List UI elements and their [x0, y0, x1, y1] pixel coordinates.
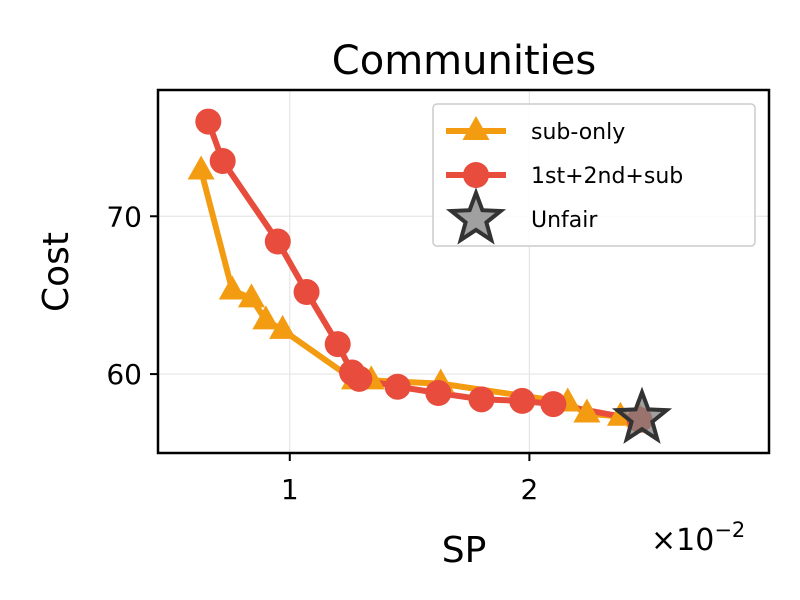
y-tick-label: 70 — [106, 200, 142, 233]
data-point-1-9 — [468, 386, 495, 413]
data-point-0-3 — [252, 305, 280, 330]
legend-label-0: sub-only — [531, 120, 625, 145]
data-point-2-0 — [611, 386, 673, 444]
data-point-0-2 — [237, 283, 265, 308]
data-point-0-1 — [218, 275, 246, 300]
data-point-1-10 — [509, 387, 536, 414]
x-multiplier-base: ×10 — [651, 523, 714, 558]
data-point-1-7 — [384, 373, 411, 400]
x-tick-label: 1 — [281, 473, 299, 506]
legend-items: sub-only 1st+2nd+sub Unfair — [445, 116, 683, 245]
x-multiplier-exponent: −2 — [714, 518, 745, 542]
legend-box — [432, 103, 756, 247]
legend-label-1: 1st+2nd+sub — [531, 164, 683, 189]
data-point-1-2 — [264, 228, 291, 255]
data-point-1-3 — [293, 279, 320, 306]
x-axis-multiplier: ×10−2 — [651, 518, 745, 558]
y-axis-label: Cost — [36, 232, 77, 312]
legend-marker-0 — [462, 116, 490, 140]
series-markers — [187, 108, 673, 444]
data-point-1-11 — [540, 391, 567, 418]
x-tick-label: 2 — [520, 473, 538, 506]
legend-marker-2 — [445, 187, 507, 245]
data-point-0-0 — [187, 155, 215, 180]
chart-title: Communities — [332, 38, 596, 84]
data-point-1-4 — [324, 331, 351, 358]
data-point-0-4 — [269, 314, 297, 339]
legend-label-2: Unfair — [531, 208, 598, 233]
x-axis-label: SP — [442, 530, 487, 571]
data-point-1-6 — [346, 365, 373, 392]
svg-text:×10−2: ×10−2 — [651, 518, 745, 558]
data-point-1-8 — [425, 380, 452, 407]
data-point-1-1 — [209, 148, 236, 175]
plot-frame — [156, 88, 771, 455]
data-point-1-0 — [195, 108, 222, 135]
y-axis-ticks: 60 70 — [106, 200, 158, 391]
legend: sub-only 1st+2nd+sub Unfair — [432, 103, 756, 247]
y-tick-label: 60 — [106, 358, 142, 391]
data-point-0-9 — [573, 398, 601, 423]
legend-marker-1 — [463, 162, 489, 188]
